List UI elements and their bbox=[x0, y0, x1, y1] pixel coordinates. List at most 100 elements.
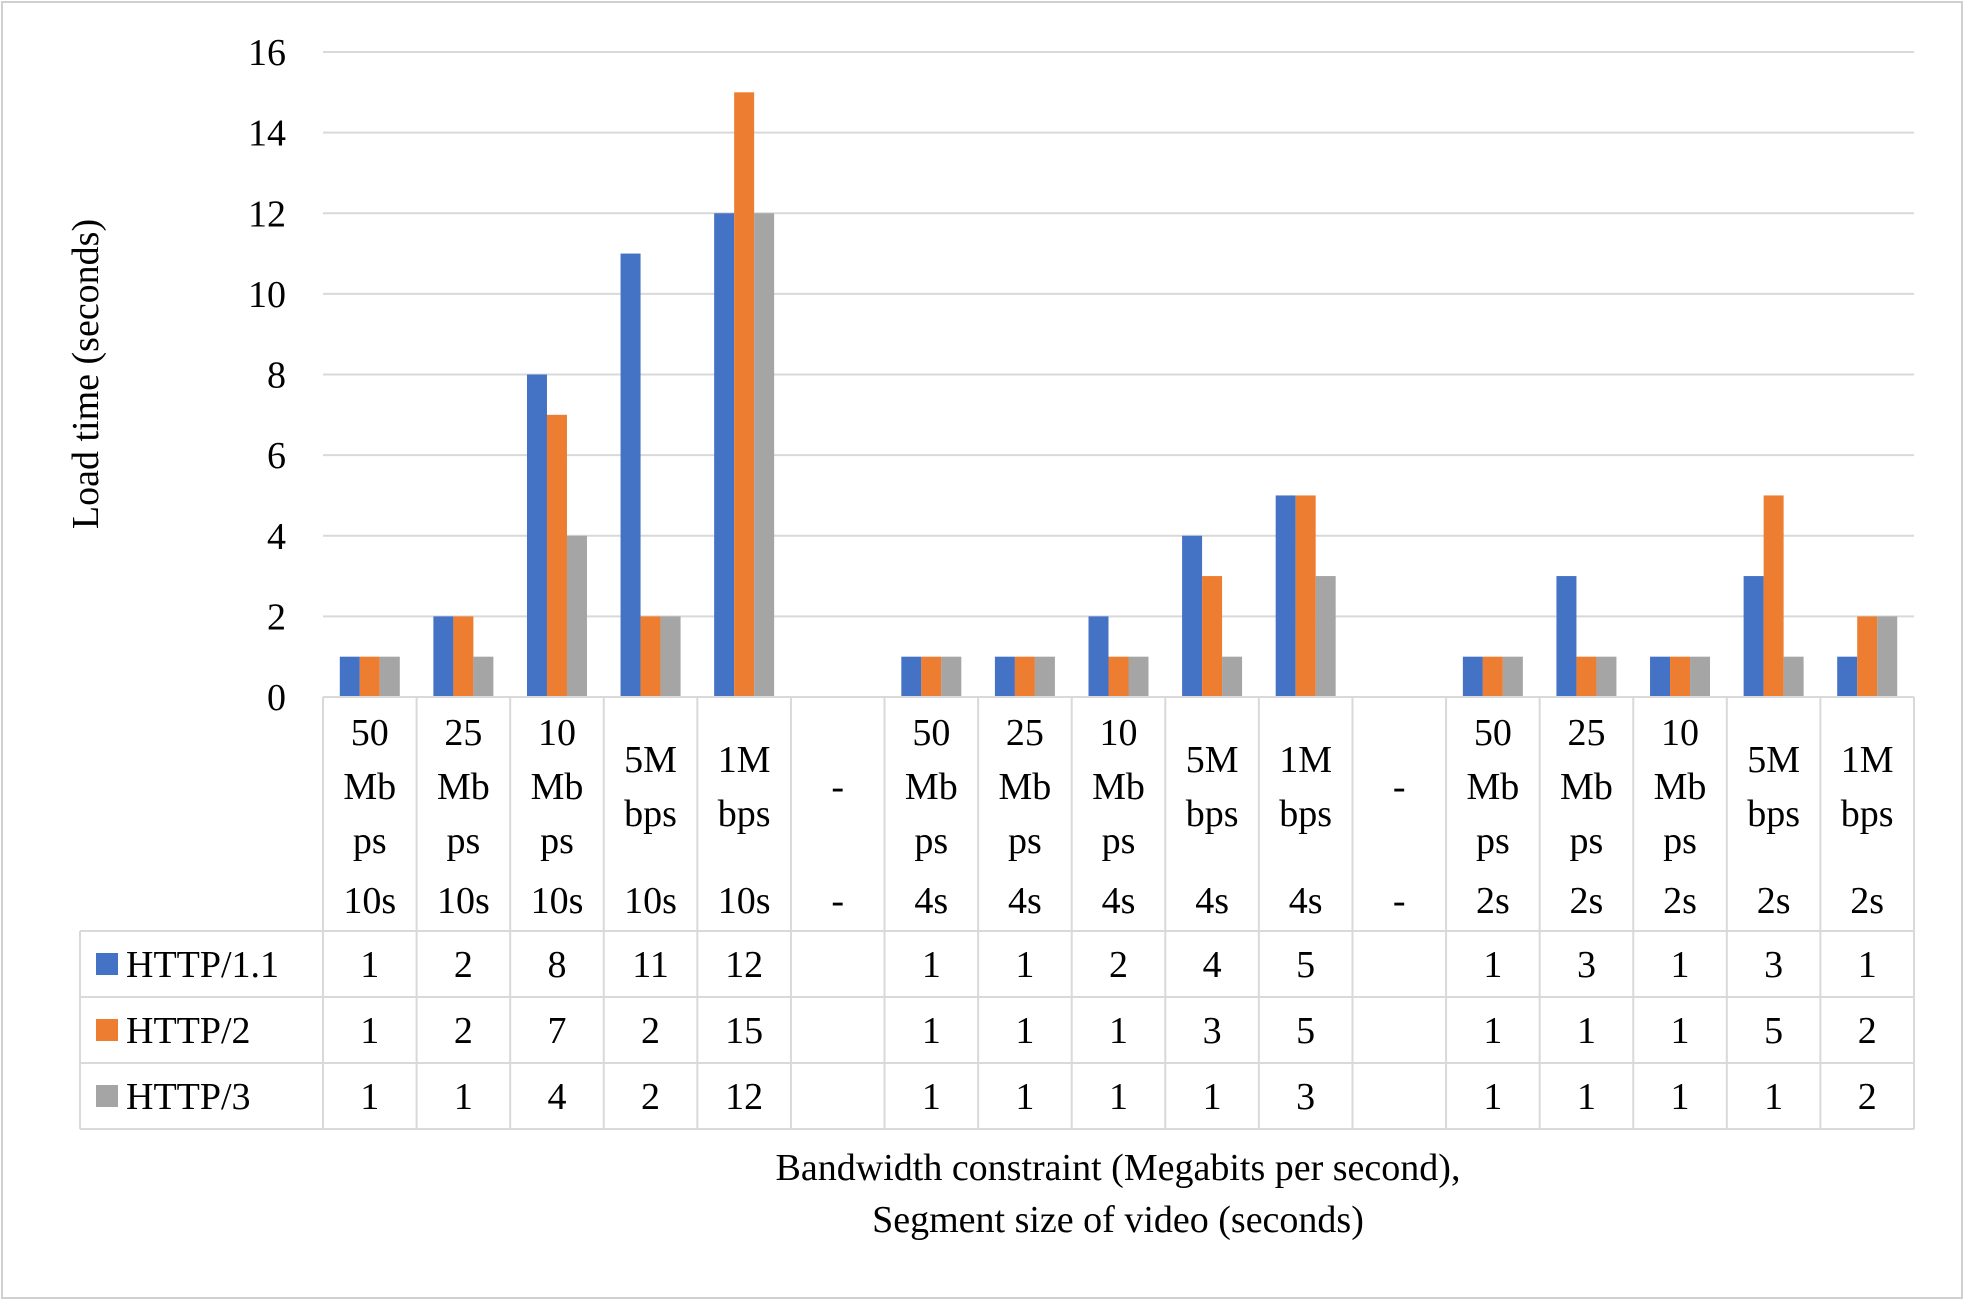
bar bbox=[1128, 656, 1149, 697]
category-label: 1M bbox=[1279, 739, 1332, 781]
category-label: ps bbox=[1570, 820, 1604, 862]
category-label: 25 bbox=[1006, 712, 1044, 754]
category-label: 5M bbox=[1186, 739, 1239, 781]
bar bbox=[339, 656, 360, 697]
category-label: ps bbox=[540, 820, 574, 862]
data-table: 50Mbps10s25Mbps10s10Mbps10s5Mbps10s1Mbps… bbox=[79, 696, 1915, 1130]
data-value: 1 bbox=[1671, 1076, 1690, 1118]
segment-label: 2s bbox=[1570, 880, 1604, 922]
bar bbox=[714, 213, 735, 697]
data-value: 8 bbox=[547, 944, 566, 986]
category-label: bps bbox=[1747, 793, 1800, 835]
segment-label: 2s bbox=[1850, 880, 1884, 922]
bar bbox=[1222, 656, 1243, 697]
data-value: 4 bbox=[1203, 944, 1222, 986]
segment-label: 10s bbox=[718, 880, 771, 922]
category-label: ps bbox=[1008, 820, 1042, 862]
bars bbox=[339, 92, 1898, 697]
y-tick-label: 12 bbox=[248, 193, 286, 235]
bar bbox=[473, 656, 494, 697]
data-value: 1 bbox=[1858, 944, 1877, 986]
bar bbox=[1108, 656, 1129, 697]
category-label: 10 bbox=[538, 712, 576, 754]
y-axis-label: Load time (seconds) bbox=[65, 219, 107, 529]
bar bbox=[1502, 656, 1523, 697]
segment-label: 10s bbox=[531, 880, 584, 922]
data-value: 1 bbox=[1015, 1076, 1034, 1118]
category-label: 50 bbox=[351, 712, 389, 754]
category-label: 5M bbox=[624, 739, 677, 781]
legend-swatch bbox=[96, 1019, 118, 1041]
category-label: 25 bbox=[1567, 712, 1605, 754]
data-value: 1 bbox=[922, 944, 941, 986]
bar bbox=[1088, 616, 1109, 697]
category-label: 10 bbox=[1100, 712, 1138, 754]
bar bbox=[660, 616, 681, 697]
gridlines bbox=[323, 51, 1914, 618]
segment-label: - bbox=[1393, 880, 1406, 922]
bar bbox=[994, 656, 1015, 697]
segment-label: 10s bbox=[624, 880, 677, 922]
legend-label: HTTP/2 bbox=[126, 1010, 251, 1052]
category-label: ps bbox=[914, 820, 948, 862]
segment-label: 4s bbox=[1195, 880, 1229, 922]
bar bbox=[1462, 656, 1483, 697]
bar bbox=[620, 253, 641, 697]
data-value: 3 bbox=[1203, 1010, 1222, 1052]
segment-label: 2s bbox=[1476, 880, 1510, 922]
category-label: ps bbox=[446, 820, 480, 862]
data-value: 2 bbox=[1858, 1076, 1877, 1118]
bar bbox=[1783, 656, 1804, 697]
category-label: bps bbox=[1186, 793, 1239, 835]
segment-label: 4s bbox=[1008, 880, 1042, 922]
data-value: 1 bbox=[1015, 944, 1034, 986]
bar bbox=[1650, 656, 1671, 697]
bar bbox=[359, 656, 380, 697]
y-tick-label: 2 bbox=[267, 596, 286, 638]
data-value: 1 bbox=[1764, 1076, 1783, 1118]
data-value: 15 bbox=[725, 1010, 763, 1052]
bar bbox=[1034, 656, 1055, 697]
category-label: Mb bbox=[905, 766, 958, 808]
legend-label: HTTP/3 bbox=[126, 1076, 251, 1118]
data-value: 2 bbox=[641, 1010, 660, 1052]
bar bbox=[941, 656, 962, 697]
bar bbox=[921, 656, 942, 697]
segment-label: 4s bbox=[914, 880, 948, 922]
y-axis-ticks: 0 2 4 6 8 10 12 14 16 bbox=[248, 32, 286, 719]
data-value: 1 bbox=[1109, 1010, 1128, 1052]
data-value: 1 bbox=[360, 1076, 379, 1118]
segment-label: 4s bbox=[1289, 880, 1323, 922]
data-value: 5 bbox=[1296, 1010, 1315, 1052]
bar bbox=[1482, 656, 1503, 697]
data-value: 1 bbox=[360, 944, 379, 986]
bar bbox=[1837, 656, 1858, 697]
category-label: 50 bbox=[912, 712, 950, 754]
bar bbox=[1014, 656, 1035, 697]
x-axis-label-line: Bandwidth constraint (Megabits per secon… bbox=[776, 1147, 1461, 1189]
data-value: 3 bbox=[1764, 944, 1783, 986]
bar bbox=[1315, 576, 1336, 697]
category-label: ps bbox=[1476, 820, 1510, 862]
category-label: bps bbox=[718, 793, 771, 835]
data-value: 4 bbox=[547, 1076, 566, 1118]
data-value: 1 bbox=[1483, 944, 1502, 986]
data-value: 1 bbox=[922, 1076, 941, 1118]
bar bbox=[640, 616, 661, 697]
category-label: ps bbox=[1663, 820, 1697, 862]
data-value: 1 bbox=[1577, 1076, 1596, 1118]
bar bbox=[1877, 616, 1898, 697]
segment-label: 4s bbox=[1102, 880, 1136, 922]
bar bbox=[754, 213, 775, 697]
bar bbox=[1596, 656, 1617, 697]
category-label: Mb bbox=[531, 766, 584, 808]
legend-label: HTTP/1.1 bbox=[126, 944, 279, 986]
y-tick-label: 6 bbox=[267, 435, 286, 477]
bar bbox=[1690, 656, 1711, 697]
bar bbox=[566, 535, 587, 697]
y-tick-label: 14 bbox=[248, 113, 286, 155]
category-label: - bbox=[1393, 766, 1406, 808]
data-value: 5 bbox=[1764, 1010, 1783, 1052]
